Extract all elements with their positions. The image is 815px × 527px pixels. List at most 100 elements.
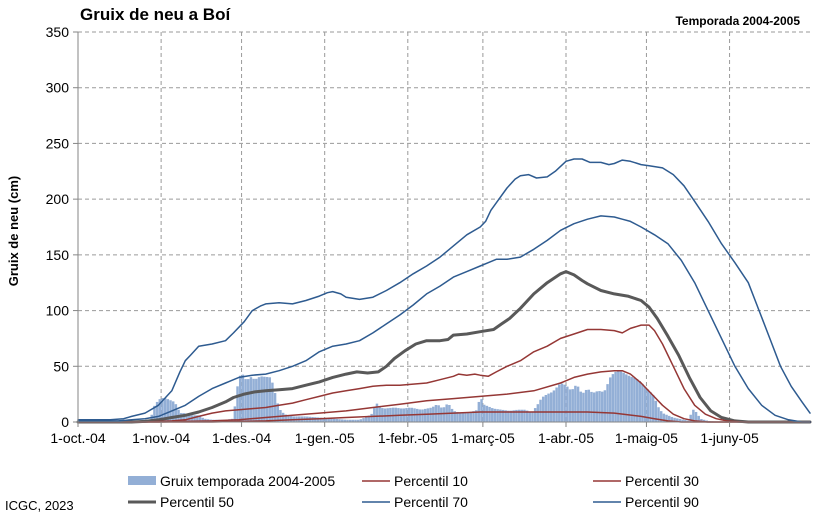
season-bar [579, 391, 582, 422]
season-bar [574, 385, 577, 422]
series-line-4 [77, 324, 811, 423]
season-bars [150, 371, 722, 422]
legend-item: Gruix temporada 2004-2005 [128, 473, 335, 489]
season-bar [273, 393, 277, 422]
season-bar [196, 415, 199, 422]
season-bar [348, 419, 352, 422]
season-bar [528, 412, 532, 422]
season-bar [453, 411, 456, 422]
season-bar [512, 410, 515, 422]
season-bar [174, 404, 178, 422]
season-bar [646, 389, 650, 422]
season-bar [322, 417, 325, 422]
season-bar [247, 379, 250, 422]
season-bar [359, 419, 363, 422]
chart-title: Gruix de neu a Boí [80, 5, 231, 24]
y-axis-label: Gruix de neu (cm) [6, 176, 21, 287]
credit-text: ICGC, 2023 [5, 498, 74, 513]
season-bar [351, 419, 355, 422]
season-bar [694, 411, 698, 422]
season-bar [491, 408, 494, 422]
season-bar [493, 408, 497, 422]
season-bar [201, 417, 204, 422]
y-tick-label: 150 [46, 247, 70, 263]
season-bar [504, 410, 507, 422]
season-bar [236, 386, 239, 422]
season-bar [362, 418, 365, 422]
season-bar [560, 383, 564, 422]
season-bar [440, 407, 443, 422]
series-line-5 [77, 215, 811, 423]
season-bar [552, 390, 556, 422]
season-bar [531, 411, 534, 422]
y-tick-label: 0 [61, 414, 69, 430]
season-bar [158, 399, 162, 422]
season-bar [161, 398, 164, 422]
season-bar [271, 382, 274, 422]
season-bar [600, 391, 604, 422]
season-bar [654, 400, 658, 422]
season-bar [525, 410, 529, 422]
x-tick-label: 1-febr.-05 [378, 430, 438, 446]
season-bar [316, 417, 320, 422]
legend-label: Percentil 70 [394, 494, 468, 510]
season-bar [603, 390, 607, 422]
season-bar [659, 411, 663, 422]
legend-item: Percentil 10 [362, 473, 468, 489]
season-bar [241, 374, 245, 422]
season-bar [263, 376, 266, 422]
season-bar [367, 415, 371, 422]
season-bar [667, 415, 671, 422]
percentile-lines [76, 158, 812, 424]
season-bar [515, 409, 518, 422]
season-bar [426, 408, 430, 422]
season-bar [482, 404, 486, 422]
y-tick-label: 250 [46, 135, 70, 151]
season-bar [268, 377, 271, 422]
season-bar [466, 412, 470, 422]
y-tick-label: 200 [46, 191, 70, 207]
legend-item: Percentil 50 [128, 494, 234, 510]
legend-label: Percentil 30 [625, 473, 699, 489]
season-bar [287, 415, 290, 422]
season-bar [625, 374, 628, 422]
season-bar [523, 409, 526, 422]
legend-label: Percentil 50 [160, 494, 234, 510]
season-bar [657, 407, 660, 422]
axes: 0 50 100 150 200 250 300 350 1-oct.-04 1-nov.-04 1… [46, 24, 810, 446]
season-bar [555, 387, 558, 422]
season-bar [697, 415, 700, 422]
season-bar [576, 386, 580, 422]
season-bar [185, 413, 188, 422]
season-bar [684, 420, 687, 422]
season-bar [665, 414, 668, 422]
season-bar [354, 419, 357, 422]
season-bar [365, 416, 368, 422]
season-bar [415, 408, 419, 422]
season-bar [501, 409, 505, 422]
season-bar [153, 405, 156, 422]
season-bar [619, 371, 623, 422]
season-bar [635, 379, 639, 422]
season-bar [598, 391, 601, 422]
season-bar [429, 407, 432, 422]
season-bar [255, 378, 258, 422]
season-bar [678, 418, 682, 422]
season-bar [496, 409, 499, 422]
season-bar [649, 392, 652, 422]
season-bar [566, 386, 569, 422]
season-bar [638, 381, 641, 422]
y-axis-label-group: Gruix de neu (cm) [6, 176, 21, 287]
season-bar [606, 384, 609, 422]
season-bar [509, 410, 513, 422]
season-bar [198, 416, 202, 422]
season-bar [630, 376, 633, 422]
season-bar [533, 408, 537, 422]
season-bar [547, 393, 550, 422]
season-bar [458, 412, 462, 422]
season-bar [335, 418, 338, 422]
season-bar [370, 413, 373, 422]
season-bar [582, 392, 585, 422]
season-bar [595, 391, 599, 422]
season-bar [343, 419, 347, 422]
